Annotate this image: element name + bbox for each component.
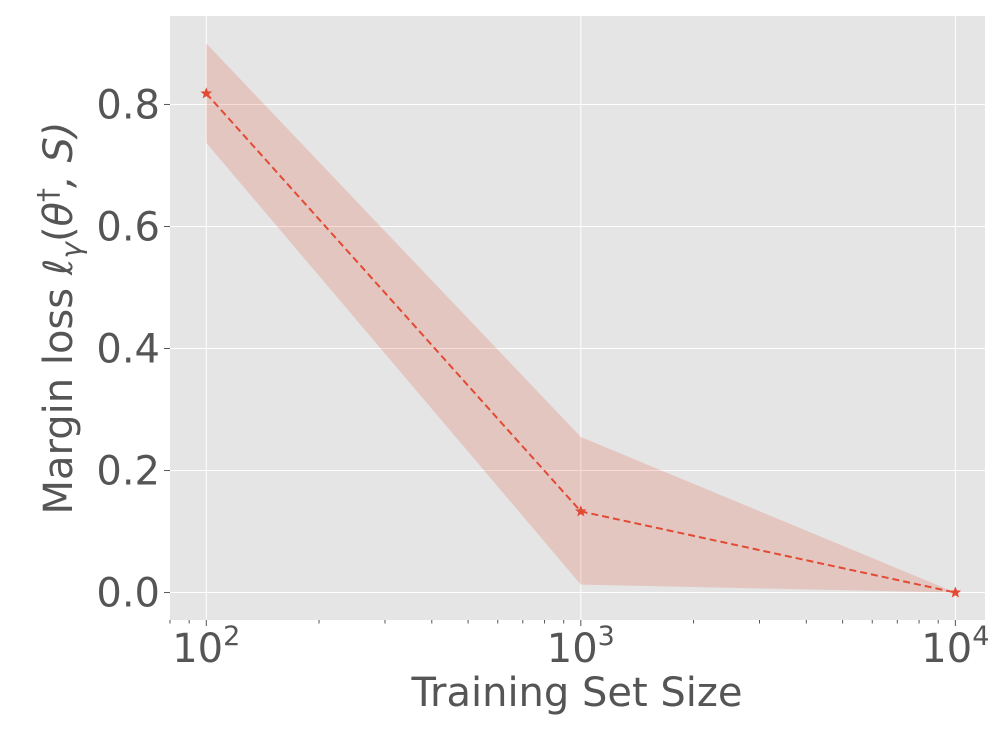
y-axis-label-open: ( xyxy=(36,226,82,242)
x-tick-label: 102 xyxy=(172,621,240,672)
minor-ticks xyxy=(169,620,939,624)
y-axis-label: Margin loss ℓγ(θ†, S) xyxy=(31,122,88,515)
y-axis-label-sub: γ xyxy=(55,241,88,259)
x-axis-label: Training Set Size xyxy=(410,670,742,716)
x-tick-label-exponent: 4 xyxy=(972,621,989,652)
data-point-star xyxy=(575,505,587,517)
data-point-star xyxy=(949,586,962,598)
x-tick-label: 104 xyxy=(921,621,989,672)
grid xyxy=(170,16,985,620)
confidence-band xyxy=(206,43,956,593)
x-tick-label-base: 10 xyxy=(921,626,972,672)
confidence-band-area xyxy=(206,43,956,593)
y-tick-labels: 0.0 0.2 0.4 0.6 0.8 xyxy=(96,82,160,616)
plot-background xyxy=(170,16,985,620)
x-tick-label-base: 10 xyxy=(547,626,598,672)
y-tick-label: 0.6 xyxy=(96,204,160,250)
y-tick-label: 0.0 xyxy=(96,571,160,617)
y-axis-label-prefix: Margin loss xyxy=(36,275,82,514)
x-tick-label-exponent: 3 xyxy=(598,621,615,652)
y-axis-label-theta: θ xyxy=(36,202,82,226)
data-point-star xyxy=(200,87,213,99)
x-tick-label-base: 10 xyxy=(172,626,223,672)
y-axis-label-ell: ℓ xyxy=(36,259,82,277)
x-tick-label-exponent: 2 xyxy=(223,621,240,652)
y-axis-label-rest: , S) xyxy=(36,122,82,188)
major-ticks xyxy=(164,103,956,626)
x-tick-labels: 102 103 104 xyxy=(172,621,989,672)
y-tick-label: 0.4 xyxy=(96,327,160,373)
y-tick-label: 0.2 xyxy=(96,449,160,495)
x-tick-label: 103 xyxy=(547,621,615,672)
y-axis-label-dagger: † xyxy=(31,188,64,202)
data-points xyxy=(200,87,962,598)
y-tick-label: 0.8 xyxy=(96,82,160,128)
